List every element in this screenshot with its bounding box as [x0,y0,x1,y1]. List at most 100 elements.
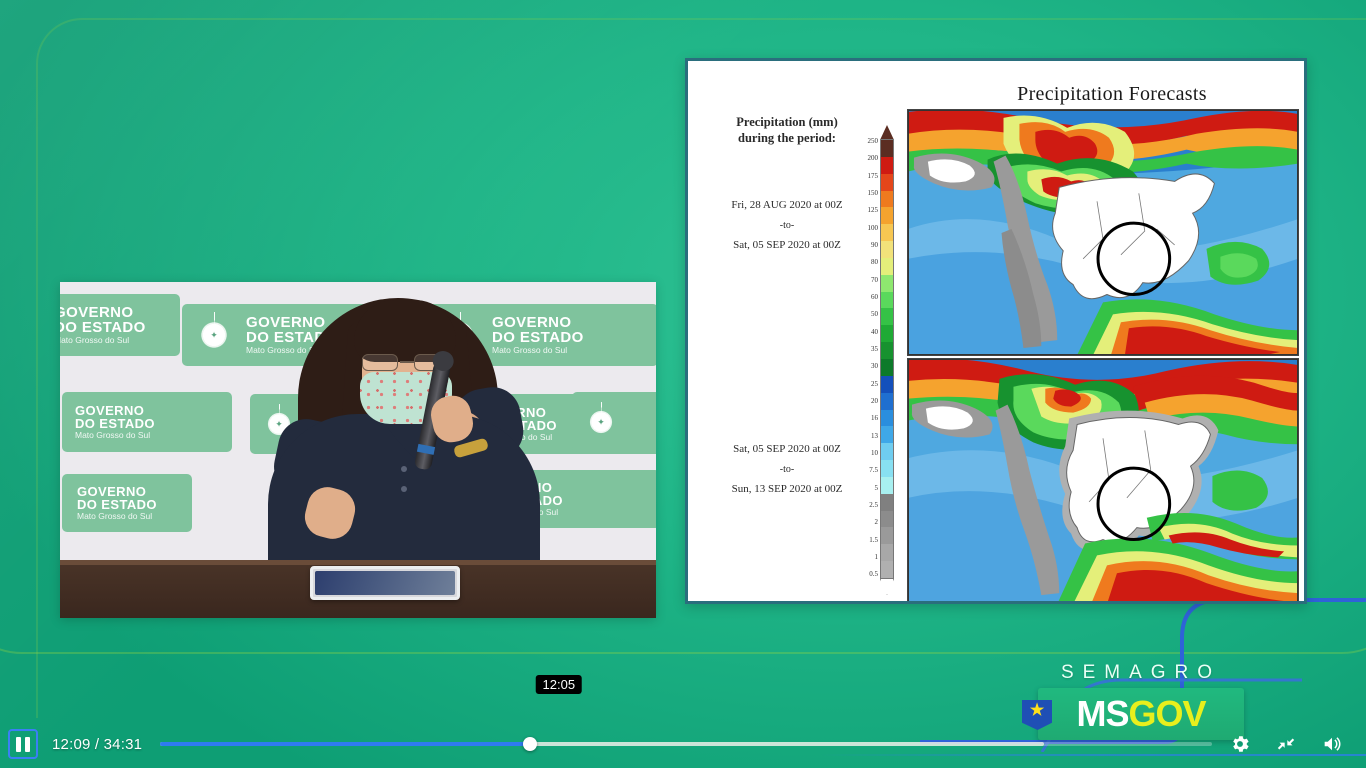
exit-fullscreen-button[interactable] [1274,732,1298,756]
colorbar-segment [881,257,893,275]
colorbar-segment [881,291,893,309]
colorbar-tick: 2 [874,518,879,527]
speaker-video-frame[interactable]: ✦ GOVERNO DO ESTADO Mato Grosso do Sul ✦… [60,282,656,618]
precipitation-map-top [907,109,1299,356]
backdrop-tile-line1: GOVERNO [60,303,134,321]
legend-heading-line2: during the period: [738,130,836,145]
colorbar-tick: 2.5 [869,501,878,510]
period-b-end: Sun, 13 SEP 2020 at 00Z [731,482,843,495]
colorbar-tick: 0.5 [869,570,878,579]
colorbar-segment [881,342,893,359]
presentation-slide: Precipitation Forecasts Precipitation (m… [685,58,1307,604]
period-b-start: Sat, 05 SEP 2020 at 00Z [733,443,841,455]
star-glyph: ★ [1029,702,1045,719]
colorbar-over-arrow [880,125,894,140]
colorbar-tick: 90 [871,241,878,250]
colorbar-tick: 60 [871,293,878,302]
msgov-ms-text: MS [1076,693,1129,734]
backdrop-tile-line2: DO ESTADO [60,319,146,337]
colorbar-segment [881,476,893,494]
slide-title: Precipitation Forecasts [1017,83,1207,105]
pause-icon [16,736,21,752]
backdrop-tile-line2: DO ESTADO [75,416,155,432]
colorbar-segment [881,358,893,376]
pause-button[interactable] [8,729,38,759]
colorbar-segment [881,274,893,292]
star-badge-icon: ★ [1022,700,1052,730]
colorbar-segment [881,493,893,511]
colorbar-segment [881,207,893,225]
colorbar-segment [881,409,893,427]
colorbar-tick: 10 [871,449,878,458]
colorbar-tick: 5 [874,483,879,492]
colorbar-tick: 150 [867,189,879,197]
speaker-shirt-button [401,486,407,492]
colorbar-tick: 1.5 [869,535,878,544]
period-a-start: Fri, 28 AUG 2020 at 00Z [731,199,843,211]
colorbar-tick: 175 [867,171,879,180]
colorbar-segment [881,241,893,258]
backdrop-tile-line1: GOVERNO [75,402,145,418]
colorbar-tick: 50 [871,310,878,319]
colorbar-segment [881,392,893,410]
seek-tooltip: 12:05 [535,675,583,694]
settings-button[interactable] [1228,732,1252,756]
buffered-range [160,742,1044,746]
colorbar-tick: 16 [871,414,878,423]
seek-bar[interactable]: 12:05 [160,675,1212,751]
gear-icon [1233,736,1249,752]
colorbar-tick: 70 [871,275,878,284]
speaker-shirt-button [401,466,407,472]
colorbar-segment [881,224,893,242]
tablet-device [310,566,460,600]
backdrop-logo-tile: GOVERNO DO ESTADO Mato Grosso do Sul [62,474,192,532]
backdrop-tile-line3: Mato Grosso do Sul [246,345,322,356]
backdrop-tile-line1: GOVERNO [77,483,147,499]
player-controls: 12:09 / 34:31 12:05 [0,675,1366,768]
period-a-separator: -to- [779,219,795,231]
backdrop-logo-tile: GOVERNO DO ESTADO Mato Grosso do Sul [62,392,232,452]
pause-icon [25,736,30,752]
state-crest-icon: ✦ [191,312,237,358]
precipitation-colorbar: 250 200 175 150 125 100 90 80 70 60 50 40 35 30 25 20 16… [854,125,906,597]
colorbar-tick-labels: 250 200 175 150 125 100 90 80 70 60 50 40 35 30 25 20 16… [854,125,879,597]
legend-heading: Precipitation (mm) during the period: [702,115,872,146]
colorbar-tick: 30 [871,362,878,371]
colorbar-segment [881,460,893,477]
colorbar-tick: 250 [867,137,879,145]
colorbar-under-arrow [880,579,894,595]
seek-handle[interactable] [523,737,538,751]
colorbar-tick: 1 [874,553,879,562]
colorbar-tick: 13 [871,431,878,440]
backdrop-tile-line3: Mato Grosso do Sul [60,335,130,346]
colorbar-segment [881,156,893,174]
colorbar-segment [881,510,893,528]
backdrop-tile-line3: Mato Grosso do Sul [77,511,153,522]
backdrop-tile-line1: GOVERNO [246,313,326,331]
colorbar-segment [881,375,893,393]
period-b-dates: Sat, 05 SEP 2020 at 00Z -to- Sun, 13 SEP… [702,439,872,500]
volume-button[interactable] [1320,732,1344,756]
backdrop-logo-tile: ✦ [572,392,656,452]
state-crest-icon: ✦ [581,402,621,442]
period-a-end: Sat, 05 SEP 2020 at 00Z [733,238,841,251]
volume-high-icon [1324,737,1341,751]
colorbar-segment [881,173,893,191]
colorbar-tick: 80 [871,258,878,267]
backdrop-logo-tile: ✦ GOVERNO DO ESTADO Mato Grosso do Sul [60,294,180,356]
backdrop-tile-line2: DO ESTADO [77,497,157,513]
colorbar-segment [881,443,893,461]
backdrop-tile-line2: DO ESTADO [492,329,584,347]
msgov-gov-text: GOV [1128,693,1206,734]
precipitation-map-bottom [907,358,1299,601]
time-display: 12:09 / 34:31 [52,735,143,753]
colorbar-segment [881,325,893,343]
colorbar-segment [881,544,893,562]
colorbar-tick: 35 [871,345,878,354]
exit-fullscreen-icon [1277,738,1295,750]
colorbar-gradient [880,139,894,579]
period-b-separator: -to- [779,463,795,475]
colorbar-tick: 25 [871,379,878,388]
colorbar-segment [881,527,893,545]
played-range [160,742,531,746]
